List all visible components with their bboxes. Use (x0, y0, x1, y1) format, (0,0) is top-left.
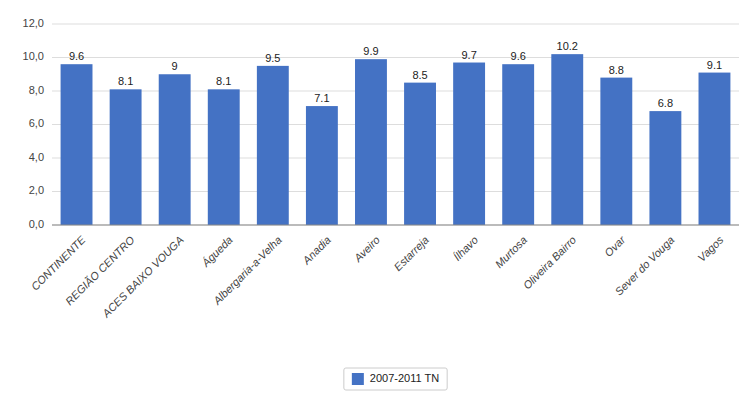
x-tick-label: Albergaria-a-Velha (210, 234, 284, 308)
x-tick-label: Sever do Vouga (612, 234, 676, 298)
x-tick-label: Oliveira Bairro (521, 234, 579, 292)
grid-line (52, 225, 739, 226)
x-tick-label: ACES BAIXO VOUGA (99, 234, 186, 321)
grid-line (52, 24, 739, 25)
bar (600, 78, 632, 225)
bar (110, 89, 142, 225)
y-tick-label: 4,0 (29, 151, 44, 163)
data-label: 9.5 (265, 52, 280, 64)
bars (61, 54, 731, 225)
data-label: 9.9 (363, 45, 378, 57)
x-tick-label: Anadia (300, 234, 333, 267)
legend-label: 2007-2011 TN (370, 372, 439, 384)
x-tick-label: Ovar (602, 233, 628, 259)
y-tick-label: 12,0 (23, 17, 44, 29)
x-tick-label: Ílhavo (451, 234, 480, 263)
grid (52, 24, 739, 225)
data-label: 8.5 (412, 69, 427, 81)
grid-line (52, 57, 739, 58)
data-label: 8.1 (216, 75, 231, 87)
bar (453, 63, 485, 225)
legend: 2007-2011 TN (344, 368, 447, 390)
x-axis-line (52, 225, 739, 226)
y-tick-label: 10,0 (23, 50, 44, 62)
x-tick-label: Murtosa (493, 234, 530, 271)
data-label: 7.1 (314, 92, 329, 104)
y-tick-label: 6,0 (29, 117, 44, 129)
chart: 0,0 2,0 4,0 6,0 8,0 10,0 12,0 9.6 8.1 9 8.1 9.5 7.1 9… (0, 0, 753, 401)
bar (649, 111, 681, 225)
x-tick-label: Águeda (199, 234, 235, 270)
data-label: 8.1 (118, 75, 133, 87)
bar (699, 73, 731, 225)
grid-line (52, 158, 739, 159)
data-label: 9.6 (511, 50, 526, 62)
data-label: 9 (172, 60, 178, 72)
legend-frame (344, 368, 447, 390)
data-label: 9.1 (707, 59, 722, 71)
bar (502, 64, 534, 225)
data-label: 6.8 (658, 97, 673, 109)
bar (61, 64, 93, 225)
x-tick-label: Estarreja (391, 234, 431, 274)
x-tick-label: Vagos (695, 233, 726, 264)
legend-swatch (352, 373, 364, 385)
bar (159, 74, 191, 225)
bar (306, 106, 338, 225)
data-label: 9.6 (69, 50, 84, 62)
grid-line (52, 91, 739, 92)
data-label: 9.7 (461, 49, 476, 61)
y-tick-label: 8,0 (29, 84, 44, 96)
y-tick-label: 2,0 (29, 184, 44, 196)
grid-line (52, 191, 739, 192)
bar (355, 59, 387, 225)
data-label: 10.2 (557, 40, 578, 52)
x-tick-label: Aveiro (351, 234, 382, 265)
bar (551, 54, 583, 225)
bar (257, 66, 289, 225)
grid-line (52, 124, 739, 125)
bar (208, 89, 240, 225)
y-tick-label: 0,0 (29, 218, 44, 230)
bar (404, 83, 436, 225)
data-label: 8.8 (609, 64, 624, 76)
